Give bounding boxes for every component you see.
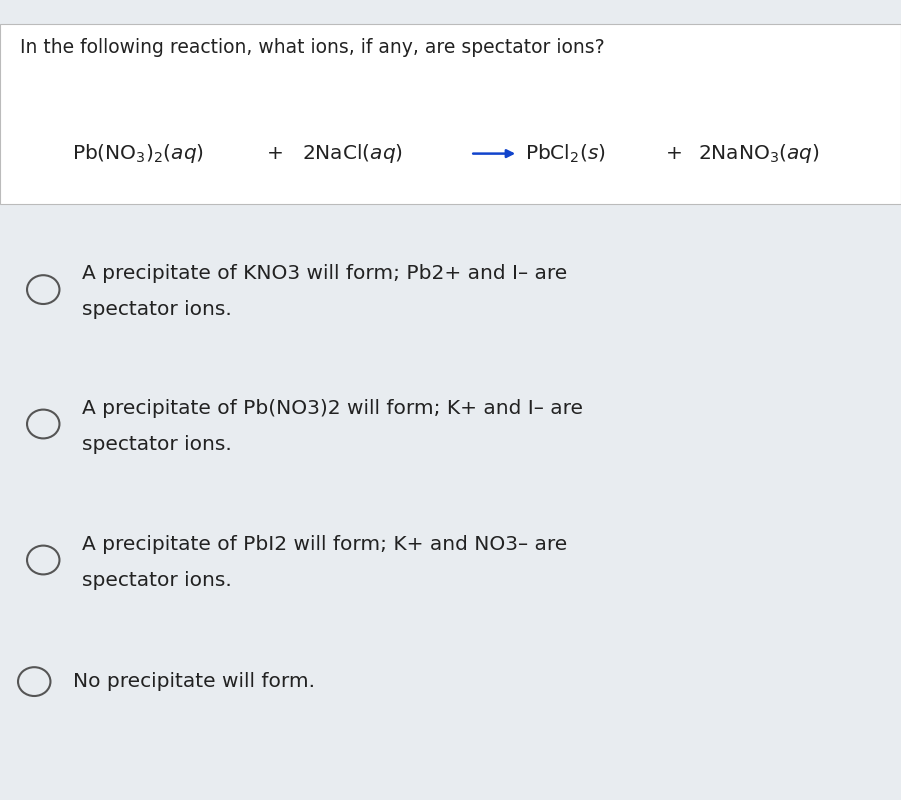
Text: Pb(NO$_3$)$_2$($aq$): Pb(NO$_3$)$_2$($aq$) [72,142,205,165]
FancyBboxPatch shape [0,24,901,204]
Text: PbCl$_2$($s$): PbCl$_2$($s$) [525,142,606,165]
Text: A precipitate of KNO3 will form; Pb2+ and I– are: A precipitate of KNO3 will form; Pb2+ an… [82,264,568,283]
Text: No precipitate will form.: No precipitate will form. [73,672,315,691]
Text: In the following reaction, what ions, if any, are spectator ions?: In the following reaction, what ions, if… [20,38,605,58]
Text: 2NaCl($aq$): 2NaCl($aq$) [302,142,403,165]
Text: A precipitate of PbI2 will form; K+ and NO3– are: A precipitate of PbI2 will form; K+ and … [82,534,568,554]
Text: $+$: $+$ [266,144,283,163]
Text: A precipitate of Pb(NO3)2 will form; K+ and I– are: A precipitate of Pb(NO3)2 will form; K+ … [82,398,583,418]
Text: $+$: $+$ [665,144,682,163]
Text: spectator ions.: spectator ions. [82,434,232,454]
Text: spectator ions.: spectator ions. [82,300,232,319]
Text: spectator ions.: spectator ions. [82,570,232,590]
Text: 2NaNO$_3$($aq$): 2NaNO$_3$($aq$) [698,142,820,165]
